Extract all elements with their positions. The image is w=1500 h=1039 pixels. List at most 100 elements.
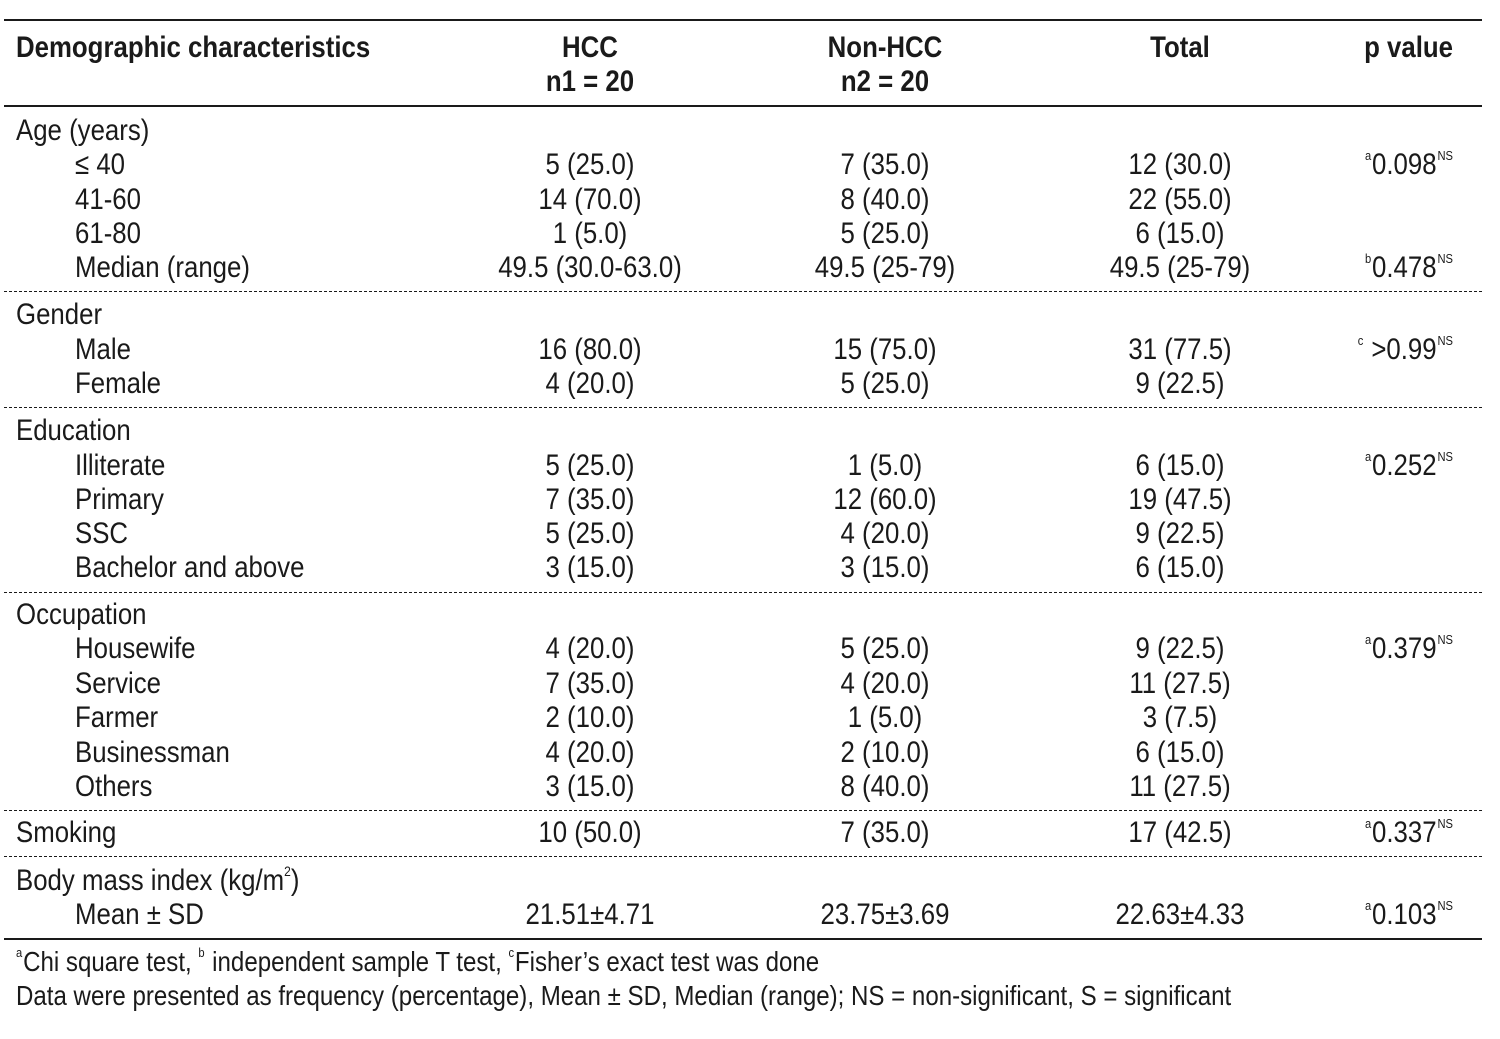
cell-non-hcc: 8 (40.0) [840,183,930,216]
test-marker: a [1364,898,1372,913]
section-title-occupation: Occupation [16,598,147,631]
cell-non-hcc: 2 (10.0) [840,736,930,769]
cell-total: 6 (15.0) [1135,551,1225,584]
row-label: 61-80 [75,217,141,250]
header-hcc-title: HCC [562,31,618,64]
bmi-title-superscript: 2 [284,863,291,879]
cell-hcc: 4 (20.0) [545,736,635,769]
cell-hcc: 21.51±4.71 [525,898,655,931]
footnote-marker: a [16,945,23,960]
ns-marker: NS [1437,333,1453,348]
cell-non-hcc: 4 (20.0) [840,667,930,700]
cell-hcc: 4 (20.0) [545,367,635,400]
cell-non-hcc: 8 (40.0) [840,770,930,803]
section-title-education: Education [16,414,131,447]
header-hcc: HCC n1 = 20 [546,31,634,99]
footnote-marker: b [198,945,205,960]
footnote-abbreviations: Data were presented as frequency (percen… [16,980,1232,1011]
section-divider [4,856,1482,857]
test-marker: b [1364,251,1372,266]
section-title-age: Age (years) [16,114,150,147]
cell-hcc: 10 (50.0) [538,816,642,849]
row-label: SSC [75,517,129,550]
cell-total: 31 (77.5) [1128,333,1232,366]
cell-non-hcc: 1 (5.0) [847,449,923,482]
header-p-value: p value [1364,31,1453,64]
cell-total: 49.5 (25-79) [1109,251,1251,284]
header-hcc-n: n1 = 20 [545,65,635,98]
header-non-hcc-title: Non-HCC [827,31,943,64]
ns-marker: NS [1437,148,1453,163]
cell-hcc: 14 (70.0) [538,183,642,216]
cell-non-hcc: 7 (35.0) [840,816,930,849]
p-value-number: 0.379 [1372,632,1437,665]
cell-hcc: 16 (80.0) [538,333,642,366]
cell-total: 17 (42.5) [1128,816,1232,849]
section-title-smoking: Smoking [16,816,117,849]
cell-non-hcc: 5 (25.0) [840,632,930,665]
cell-hcc: 4 (20.0) [545,632,635,665]
cell-hcc: 2 (10.0) [545,701,635,734]
cell-non-hcc: 5 (25.0) [840,217,930,250]
row-label: Median (range) [75,251,250,284]
cell-p-value: c >0.99NS [1358,333,1453,365]
row-label: Housewife [75,632,196,665]
test-marker: a [1364,449,1372,464]
bottom-rule [4,938,1482,940]
cell-total: 9 (22.5) [1135,517,1225,550]
cell-total: 12 (30.0) [1128,148,1232,181]
cell-p-value: a0.337NS [1364,816,1453,848]
row-label: Mean ± SD [75,898,204,931]
header-characteristics: Demographic characteristics [16,31,371,64]
cell-total: 19 (47.5) [1128,483,1232,516]
cell-hcc: 49.5 (30.0-63.0) [498,251,682,284]
row-label: Bachelor and above [75,551,305,584]
cell-p-value: a0.252NS [1364,449,1453,482]
row-label: ≤ 40 [75,148,126,181]
test-marker: a [1364,632,1372,647]
row-label: Businessman [75,736,230,769]
cell-non-hcc: 23.75±3.69 [820,898,950,931]
cell-hcc: 3 (15.0) [545,551,635,584]
cell-p-value: a0.103NS [1364,898,1453,930]
p-value-number: 0.252 [1372,449,1437,482]
test-marker: a [1364,816,1372,831]
bmi-title-close: ) [290,864,300,897]
cell-non-hcc: 12 (60.0) [833,483,937,516]
row-label: Others [75,770,153,803]
row-label: Service [75,667,162,700]
header-rule [4,105,1482,107]
cell-hcc: 5 (25.0) [545,517,635,550]
ns-marker: NS [1437,251,1453,266]
cell-total: 22 (55.0) [1128,183,1232,216]
p-value-number: 0.478 [1372,251,1437,284]
bmi-title-text: Body mass index (kg/m [16,864,285,897]
cell-total: 9 (22.5) [1135,632,1225,665]
cell-hcc: 3 (15.0) [545,770,635,803]
cell-hcc: 7 (35.0) [545,483,635,516]
section-title-bmi: Body mass index (kg/m2) [16,863,300,897]
cell-total: 3 (7.5) [1142,701,1218,734]
row-label: Male [75,333,131,366]
cell-non-hcc: 49.5 (25-79) [814,251,956,284]
cell-p-value: b0.478NS [1364,251,1453,284]
footnote-tests: aChi square test, b independent sample T… [16,945,819,976]
test-marker: a [1364,148,1372,163]
cell-non-hcc: 7 (35.0) [840,148,930,181]
header-total: Total [1150,31,1210,64]
cell-hcc: 7 (35.0) [545,667,635,700]
section-divider [4,592,1482,593]
section-divider [4,291,1482,292]
cell-hcc: 1 (5.0) [552,217,628,250]
cell-total: 6 (15.0) [1135,449,1225,482]
ns-marker: NS [1437,449,1453,464]
cell-non-hcc: 3 (15.0) [840,551,930,584]
cell-non-hcc: 5 (25.0) [840,367,930,400]
cell-total: 11 (27.5) [1129,770,1231,803]
row-label: Primary [75,483,164,516]
cell-total: 11 (27.5) [1129,667,1231,700]
ns-marker: NS [1437,816,1453,831]
cell-total: 22.63±4.33 [1115,898,1245,931]
cell-hcc: 5 (25.0) [545,148,635,181]
section-divider [4,810,1482,811]
